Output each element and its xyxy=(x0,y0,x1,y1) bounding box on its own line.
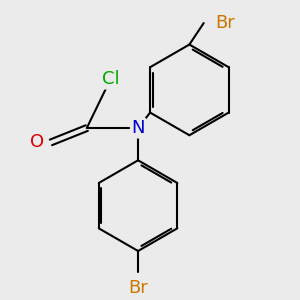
Text: Br: Br xyxy=(128,279,148,297)
Text: O: O xyxy=(30,134,44,152)
Text: Br: Br xyxy=(215,14,235,32)
Text: N: N xyxy=(131,119,145,137)
Text: Cl: Cl xyxy=(102,70,119,88)
